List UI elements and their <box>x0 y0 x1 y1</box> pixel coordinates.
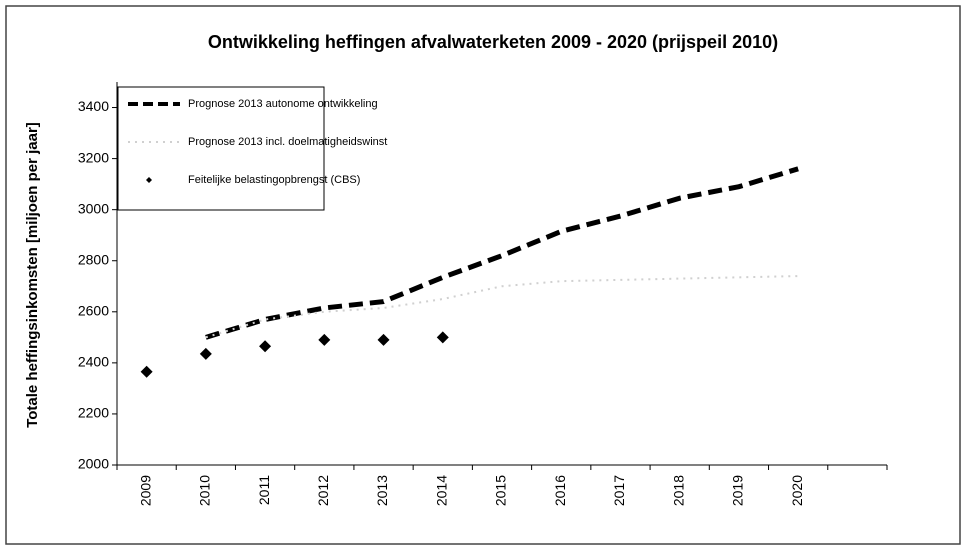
x-tick-label: 2012 <box>315 475 331 506</box>
y-tick-label: 3200 <box>78 149 109 165</box>
y-tick-label: 2800 <box>78 251 109 267</box>
x-tick-label: 2015 <box>493 475 509 506</box>
data-point <box>318 333 331 346</box>
legend-marker <box>146 177 152 183</box>
legend-label: Prognose 2013 autonome ontwikkeling <box>188 98 378 110</box>
data-point <box>140 365 153 378</box>
x-tick-label: 2016 <box>552 475 568 506</box>
x-tick-label: 2010 <box>197 475 213 506</box>
data-point <box>436 331 449 344</box>
line-series <box>205 275 799 339</box>
legend-label: Feitelijke belastingopbrengst (CBS) <box>188 174 360 186</box>
x-tick-label: 2011 <box>256 475 272 505</box>
y-axis-label: Totale heffingsinkomsten [miljoen per ja… <box>24 122 41 428</box>
x-tick-label: 2009 <box>137 475 153 506</box>
x-tick-label: 2014 <box>433 475 449 506</box>
chart-title: Ontwikkeling heffingen afvalwaterketen 2… <box>208 32 778 52</box>
y-tick-label: 3000 <box>78 200 109 216</box>
x-tick-label: 2013 <box>374 475 390 506</box>
y-tick-label: 2200 <box>78 405 109 421</box>
x-tick-label: 2017 <box>611 475 627 506</box>
legend-box <box>117 86 325 211</box>
data-point <box>259 340 272 353</box>
x-tick-label: 2018 <box>670 475 686 506</box>
y-tick-label: 3400 <box>78 98 109 114</box>
x-tick-label: 2019 <box>730 475 746 506</box>
data-point <box>199 347 212 360</box>
x-tick-label: 2020 <box>789 475 805 506</box>
line-series <box>205 166 799 340</box>
legend-label: Prognose 2013 incl. doelmatigheidswinst <box>188 136 387 148</box>
y-tick-label: 2600 <box>78 303 109 319</box>
y-tick-label: 2400 <box>78 354 109 370</box>
data-point <box>377 333 390 346</box>
y-tick-label: 2000 <box>78 456 109 472</box>
